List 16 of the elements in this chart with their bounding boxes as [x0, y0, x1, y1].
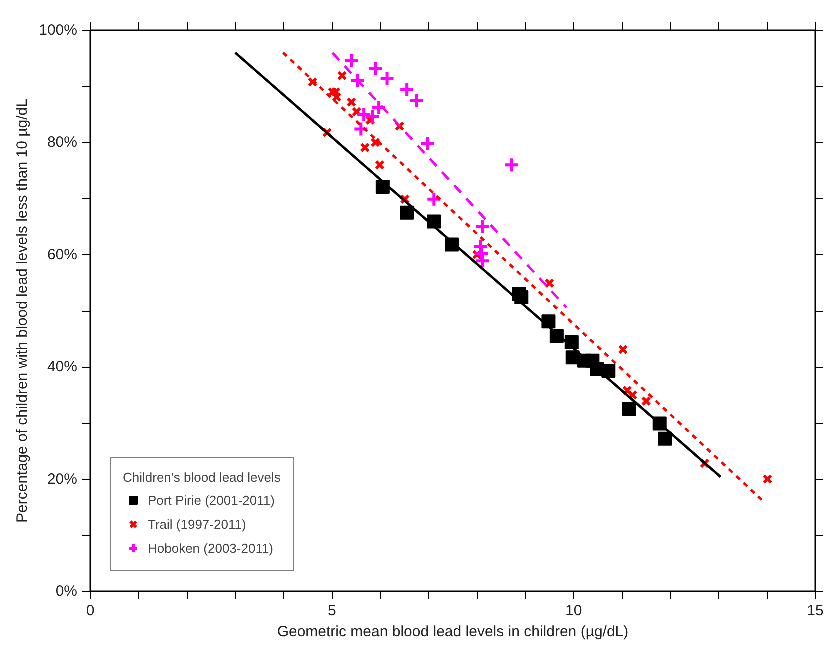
y-tick-label: 60% — [47, 246, 78, 264]
legend-title: Children's blood lead levels — [123, 470, 281, 485]
x-tick-label: 15 — [807, 602, 824, 620]
x-axis-title: Geometric mean blood lead levels in children (µg/dL) — [277, 624, 629, 640]
x-tick-label: 5 — [328, 602, 336, 620]
x-tick-label: 10 — [565, 602, 582, 620]
y-tick-label: 80% — [47, 134, 78, 152]
y-tick-label: 40% — [47, 358, 78, 376]
y-tick-label: 20% — [47, 470, 78, 488]
y-tick-label: 100% — [39, 22, 78, 39]
y-axis-title: Percentage of children with blood lead levels less than 10 µg/dL — [14, 99, 32, 523]
legend-label: Port Pirie (2001-2011) — [148, 492, 275, 508]
y-tick-label: 0% — [56, 583, 78, 600]
legend-label: Hoboken (2003-2011) — [148, 540, 274, 556]
x-tick-label: 0 — [86, 602, 95, 620]
legend-label: Trail (1997-2011) — [148, 516, 246, 532]
